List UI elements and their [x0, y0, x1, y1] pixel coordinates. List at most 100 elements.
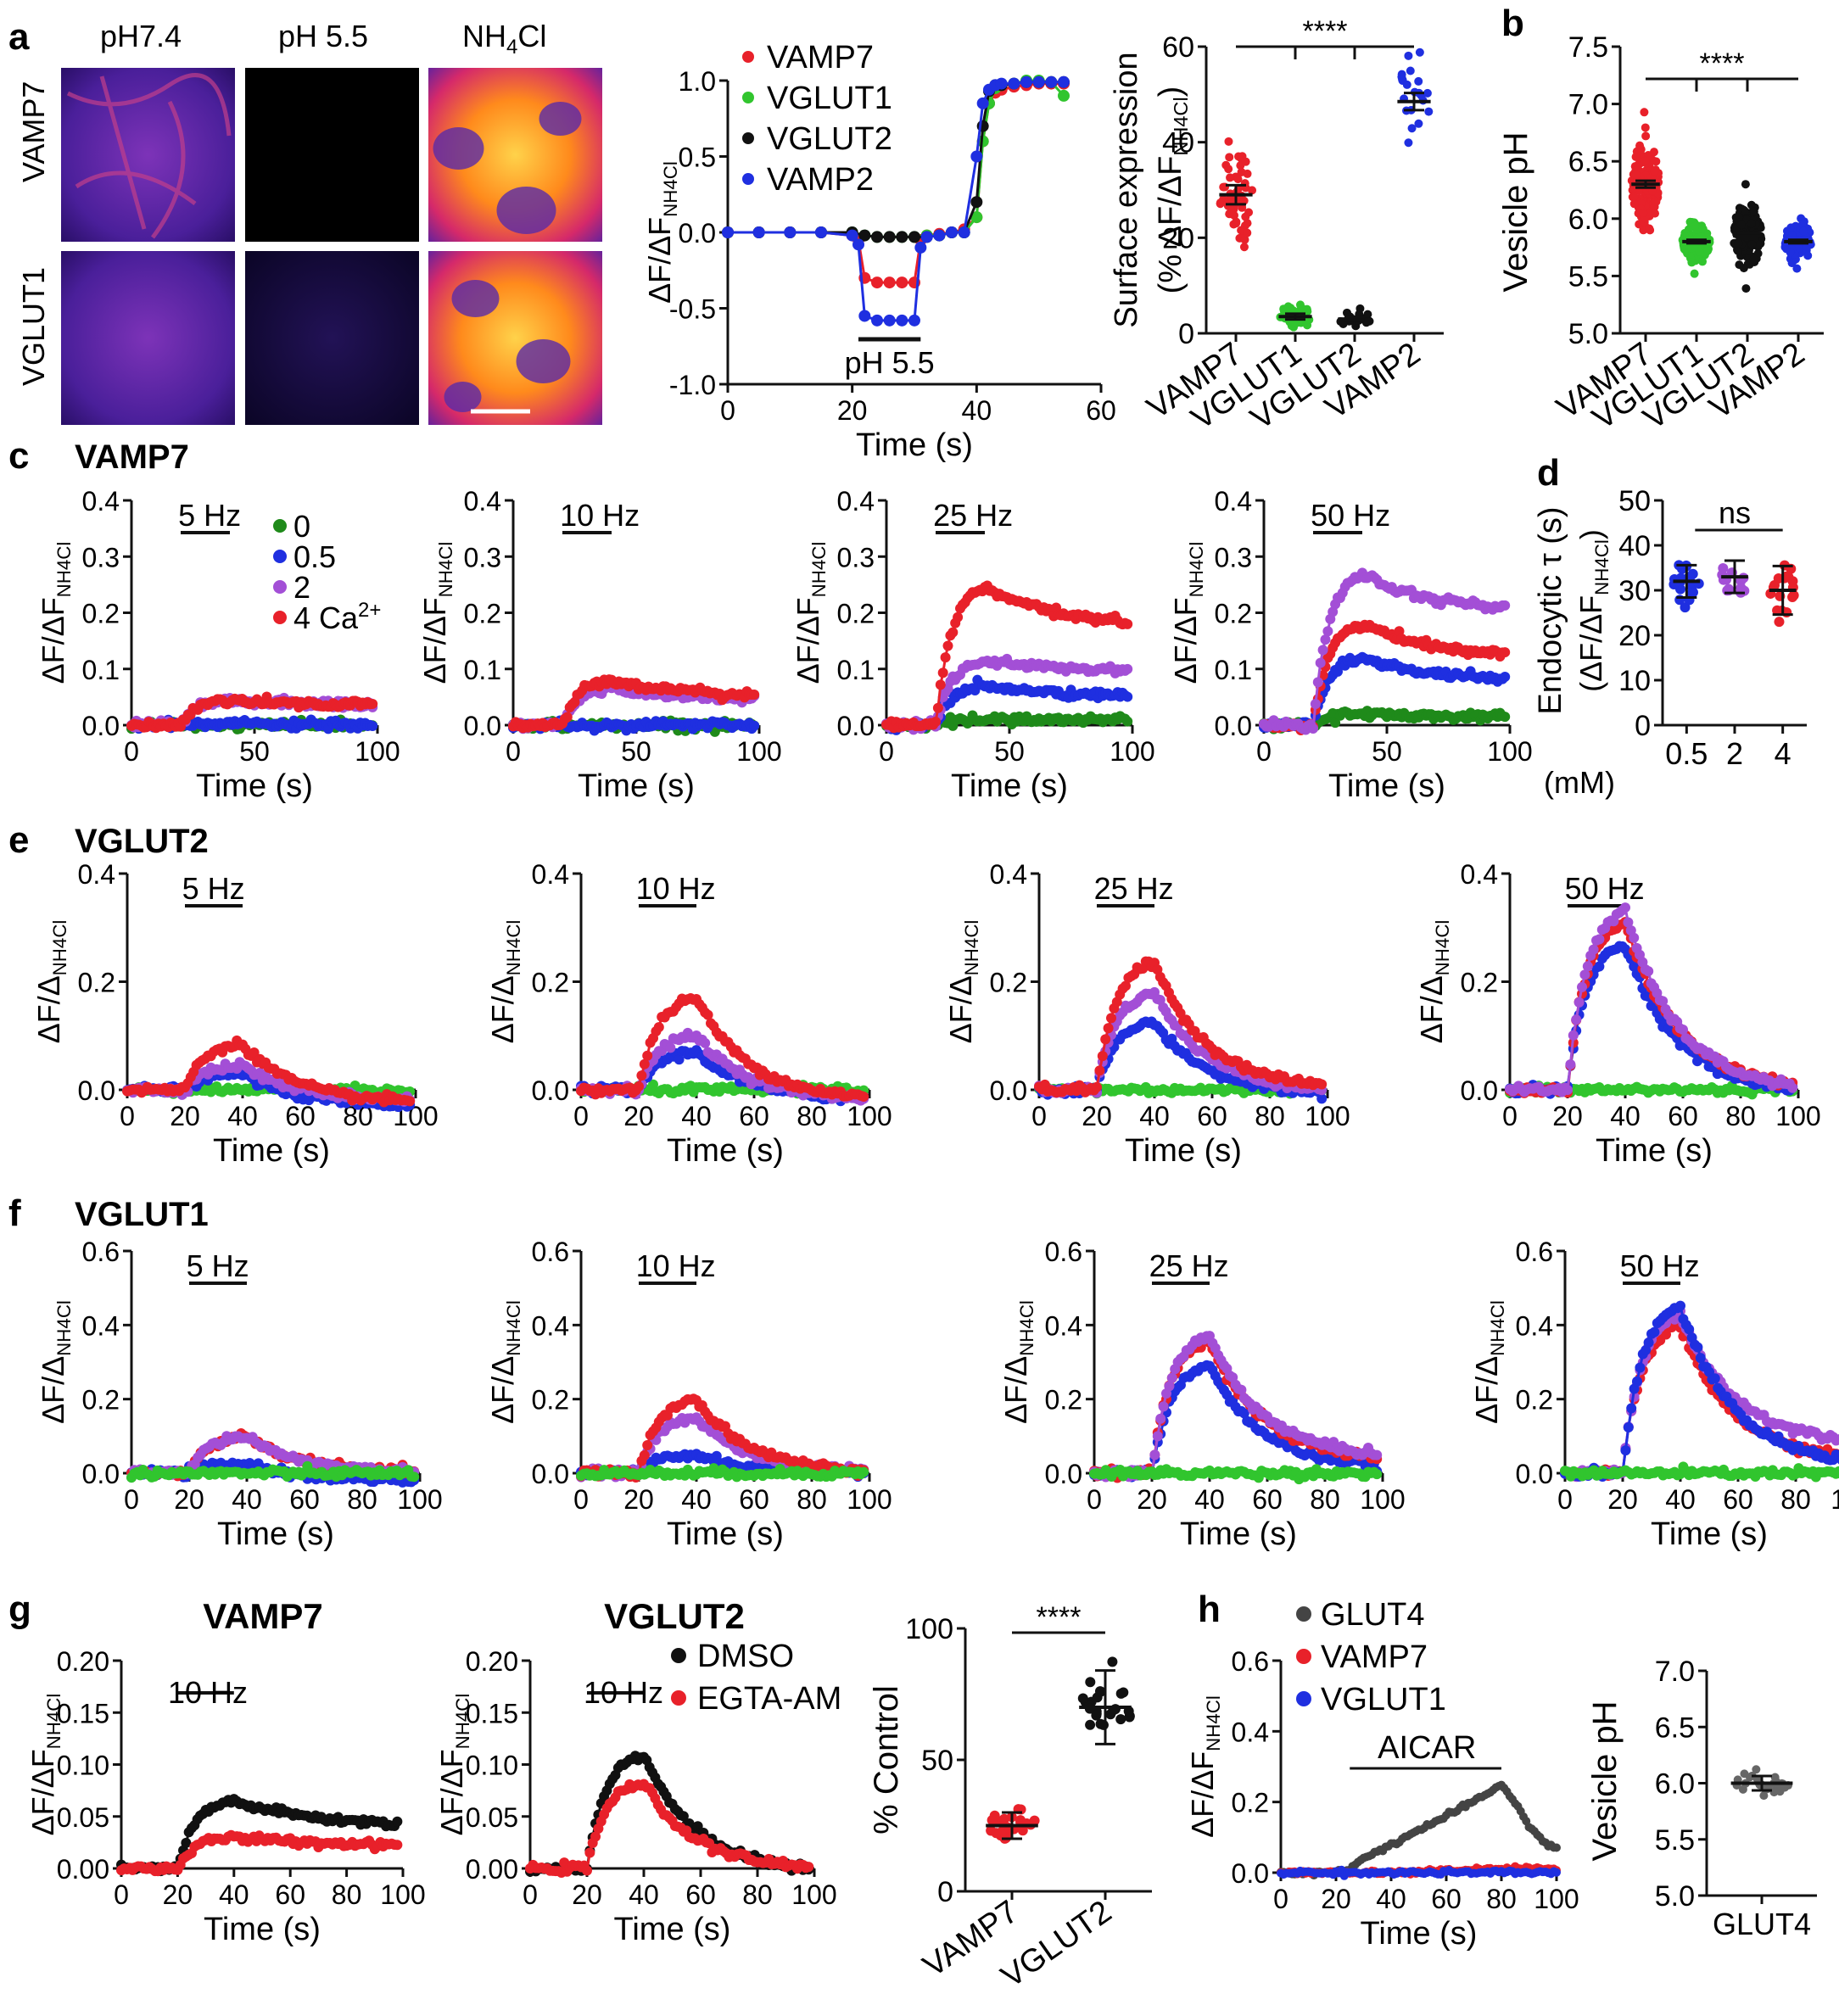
micrograph-col-header: pH7.4: [100, 19, 182, 53]
data-point: [815, 226, 827, 238]
y-tick-label: 0.3: [464, 542, 501, 572]
chart-c-legend: 00.524 Ca2+: [273, 509, 381, 635]
data-point: [1723, 584, 1734, 595]
data-point: [1787, 231, 1797, 240]
y-tick-label: 0.2: [1461, 968, 1498, 998]
data-point: [1649, 148, 1658, 157]
data-point: [896, 276, 908, 289]
y-tick-label: 0.2: [1215, 599, 1252, 629]
data-point: [1097, 1051, 1108, 1062]
y-tick-label: 0.3: [82, 542, 120, 572]
x-tick-label: 0: [124, 736, 139, 767]
data-point: [1045, 75, 1058, 88]
data-point: [1747, 240, 1757, 249]
data-point: [1577, 981, 1587, 992]
y-tick-label: 50: [1618, 485, 1651, 517]
data-point: [908, 231, 920, 243]
y-tick-label: 0.4: [1215, 486, 1252, 517]
data-point: [1363, 310, 1372, 319]
series-line: [728, 81, 1064, 322]
y-tick-label: -1.0: [669, 370, 716, 400]
data-point: [1415, 47, 1424, 57]
data-point: [1772, 605, 1783, 616]
x-tick-label: 0: [1256, 736, 1272, 767]
x-tick-label: 0: [879, 736, 894, 767]
data-point: [846, 229, 858, 242]
x-tick-label: 20: [174, 1484, 204, 1515]
ph-annotation: pH 5.5: [845, 345, 935, 380]
data-point: [1227, 206, 1236, 215]
data-point: [636, 1070, 647, 1081]
data-point: [1651, 209, 1660, 218]
y-tick-label: 30: [1618, 575, 1651, 607]
x-tick-label: 80: [797, 1101, 827, 1131]
x-tick-label: 40: [1139, 1101, 1170, 1131]
data-point: [1404, 51, 1413, 60]
micrograph-grid: pH7.4 pH 5.5 NH4Cl VAMP7 VGLUT1: [16, 19, 602, 425]
y-tick-label: 0.4: [464, 486, 501, 517]
chart-title-c_10Hz: 10 Hz: [560, 498, 640, 533]
data-point: [1310, 698, 1321, 709]
x-tick-label: 80: [797, 1484, 827, 1515]
significance-label: ns: [1719, 495, 1751, 530]
y-axis-label: Endocytic τ (s): [1533, 506, 1568, 714]
x-tick-label: 100: [847, 1101, 892, 1131]
data-point: [1241, 212, 1250, 221]
data-point: [871, 276, 883, 289]
data-point: [1741, 284, 1751, 293]
data-point: [1317, 645, 1328, 656]
data-point: [1316, 1079, 1328, 1090]
data-point: [1241, 157, 1250, 166]
data-point: [1799, 226, 1808, 236]
x-tick-label: 0: [573, 1101, 589, 1131]
y-tick-label: 0.1: [1215, 655, 1252, 685]
data-point: [1641, 156, 1650, 165]
y-tick-label: 1.0: [679, 66, 716, 97]
data-point: [1588, 944, 1599, 955]
y-tick-label: 0.2: [532, 1385, 569, 1416]
data-point: [883, 231, 896, 243]
y-tick-label: 7.0: [1568, 89, 1608, 121]
data-point: [1739, 264, 1748, 273]
x-tick-label: 60: [1197, 1101, 1227, 1131]
data-point: [1404, 138, 1413, 148]
data-point: [1779, 572, 1790, 584]
data-point: [942, 640, 953, 651]
data-point: [665, 1042, 676, 1053]
y-axis-label: ΔF/ΔFNH4Cl: [1168, 542, 1207, 684]
y-tick-label: 5.5: [1568, 260, 1608, 293]
panel-label-f: f: [8, 1192, 21, 1234]
y-tick-label: 0.2: [464, 599, 501, 629]
chart-b: 5.05.56.06.57.07.5VAMP7VGLUT1VGLUT2VAMP2…: [1497, 31, 1824, 437]
legend-label: VGLUT2: [767, 121, 892, 157]
data-point: [871, 231, 883, 243]
data-point: [995, 77, 1008, 90]
y-tick-label: 0.0: [464, 711, 501, 741]
data-point: [1243, 169, 1252, 178]
data-point: [1629, 192, 1639, 201]
y-axis-label-secondary: (% ΔF/ΔFNH4Cl): [1153, 87, 1192, 294]
group-4: [1765, 560, 1799, 628]
x-tick-label: 60: [739, 1101, 769, 1131]
data-point: [1221, 160, 1231, 170]
data-point: [1233, 175, 1243, 184]
y-axis-label: Vesicle pH: [1497, 132, 1534, 293]
group-VGLUT1: [1678, 217, 1714, 278]
panel-label-a: a: [8, 16, 30, 58]
data-point: [1698, 257, 1708, 266]
data-point: [700, 1037, 711, 1048]
data-point: [1641, 123, 1650, 132]
data-point: [722, 226, 734, 238]
data-point: [562, 712, 573, 723]
legend-marker: [273, 611, 287, 624]
y-tick-label: 0: [1635, 710, 1651, 742]
data-point: [933, 229, 946, 242]
y-tick-label: 0.2: [837, 599, 875, 629]
data-point: [1240, 235, 1249, 244]
data-point: [1687, 258, 1696, 267]
